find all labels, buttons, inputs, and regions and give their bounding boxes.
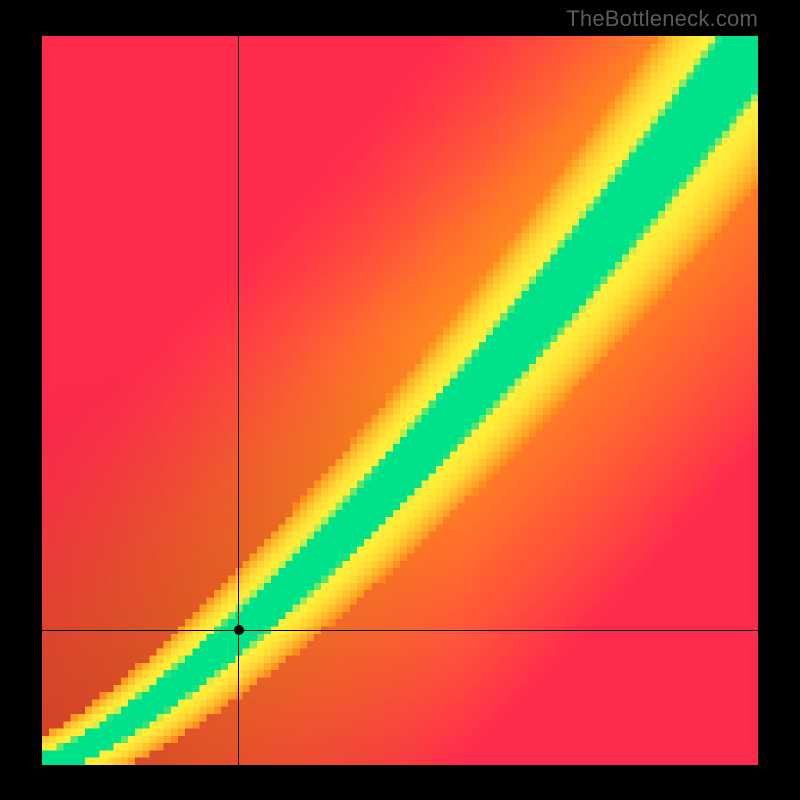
- crosshair-horizontal: [42, 630, 758, 631]
- crosshair-vertical: [238, 36, 239, 765]
- crosshair-marker: [234, 625, 244, 635]
- bottleneck-heatmap: [42, 36, 758, 765]
- watermark-text: TheBottleneck.com: [566, 6, 758, 32]
